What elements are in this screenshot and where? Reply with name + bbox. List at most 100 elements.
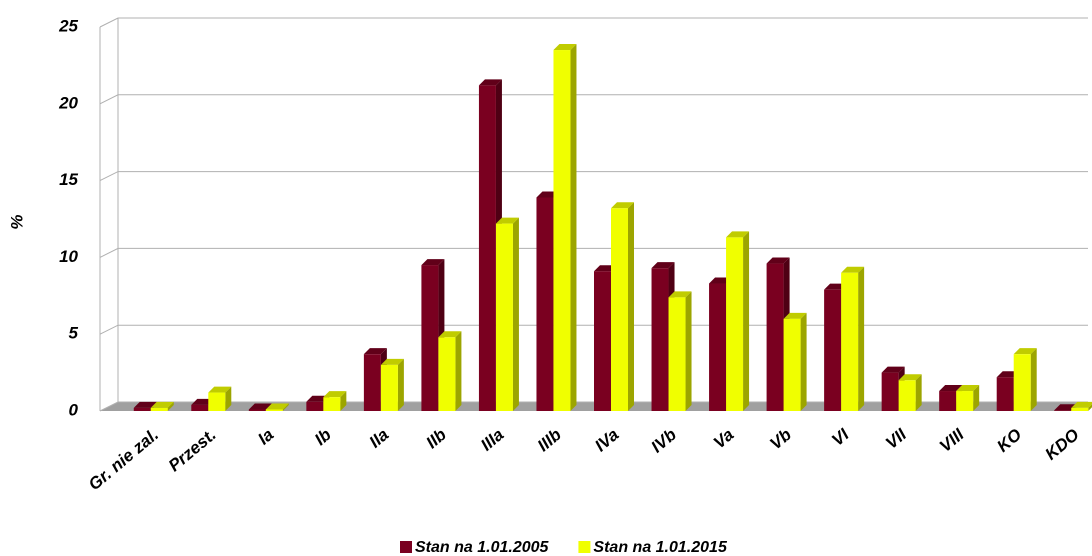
bar [1071,401,1092,411]
bar-top [651,262,675,269]
bar-top [150,401,174,408]
bar-top [265,403,289,410]
bar-top [783,312,807,319]
bar-top [323,391,347,398]
bar-top [421,259,445,266]
bar [208,386,232,411]
bar-top [766,257,790,264]
bar-front [536,197,554,411]
bar-front [306,401,324,411]
x-tick-label: IIb [422,425,449,452]
bar-front [611,208,628,411]
bar-front [1071,407,1089,411]
x-tick-label: Przest. [165,425,220,475]
y-tick-label: 20 [58,93,78,112]
bar-front [956,391,974,411]
bar-side [512,217,519,411]
bar-top [956,385,980,392]
bar [438,331,462,411]
bar [841,266,865,411]
bar-top [841,266,865,273]
legend-label: Stan na 1.01.2015 [593,539,728,556]
y-tick-label: 15 [59,170,78,189]
bar-side [1030,348,1037,411]
x-tick-label: VIII [936,424,969,456]
bar-top [898,374,922,381]
bar-side [225,386,232,411]
bar-side [685,291,692,411]
bar-front [438,337,456,411]
bar-front [553,50,571,411]
bar-front [150,407,168,411]
bar-top [668,291,692,298]
x-tick-label: Ia [254,425,277,449]
bar-top [438,331,462,338]
grid-line [99,401,1088,412]
bar-top [208,386,232,393]
bar-front [248,409,266,411]
x-tick-label: IIIa [477,425,507,455]
y-tick-label: 5 [69,324,79,343]
bar-front [668,297,686,411]
x-tick-label: VII [882,424,911,453]
y-tick-label: 10 [59,247,78,266]
bar-front [651,268,669,411]
bar [956,385,980,411]
x-tick-label: KDO [1042,425,1083,464]
bar-side [800,312,807,411]
bar-front [996,377,1014,411]
bar-front [726,237,744,411]
bar-front [898,380,916,411]
bar-side [743,231,750,411]
x-tick-label: IVb [648,425,680,457]
bar-top [380,358,404,365]
bar [726,231,750,411]
bar-front [495,223,513,411]
bar-front [939,391,957,411]
bar-top [133,401,157,408]
bar-side [915,374,922,411]
bar-front [1054,410,1072,411]
grid-line [99,247,1088,258]
x-tick-label: Gr. nie zal. [85,425,162,494]
y-tick-label: 0 [69,400,79,419]
bar-top [363,348,387,355]
y-tick-label: 25 [58,16,78,35]
bar [265,403,289,411]
bar-side [570,44,577,411]
bar-side [628,202,634,411]
bar-front [208,392,226,411]
grid-line [99,324,1088,335]
bar [553,44,577,411]
bar-top [495,217,519,224]
bar-top [881,366,905,373]
bar-top [1071,401,1092,408]
bar-top [939,385,963,392]
grid-line [99,171,1088,182]
x-tick-label: Vb [766,425,795,454]
x-tick-label: IIIb [534,425,565,455]
bar-front [363,354,381,411]
bar-front [881,372,899,411]
bar-front [841,272,859,411]
y-axis-label: % [7,214,26,229]
bar-front [380,364,398,411]
bar-front [421,265,439,411]
legend-swatch [400,541,412,553]
bar-top [248,403,272,410]
bar [380,358,404,411]
bar-side [858,266,865,411]
bar-front [824,289,842,411]
bar-side [973,385,980,411]
x-tick-label: IVa [591,425,622,456]
x-tick-label: IIa [366,425,393,452]
bar-front [594,271,611,411]
x-tick-label: Va [710,425,738,453]
bar-top [553,44,577,51]
bar-front [783,318,801,411]
bar [898,374,922,411]
x-tick-label: KO [993,425,1025,456]
bar [323,391,347,411]
legend-swatch [578,541,591,553]
